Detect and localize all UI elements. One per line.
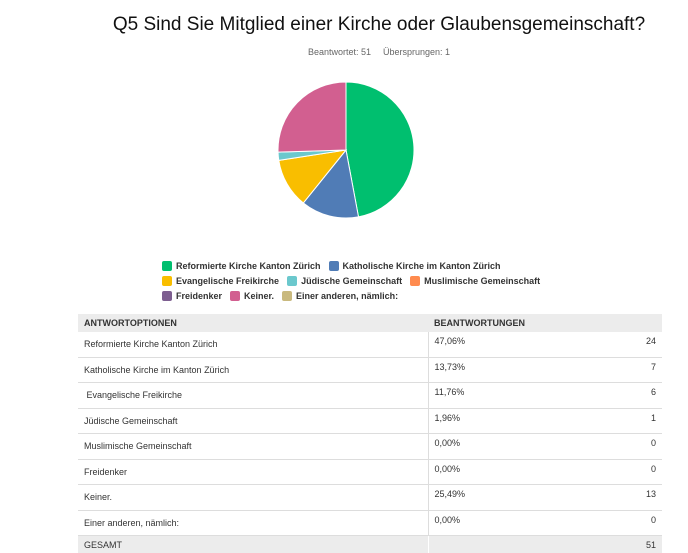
legend: Reformierte Kirche Kanton Zürich Katholis… — [162, 258, 582, 303]
legend-label: Reformierte Kirche Kanton Zürich — [176, 261, 321, 271]
count-value: 0 — [583, 510, 662, 536]
percent-value: 0,00% — [428, 510, 583, 536]
legend-swatch — [162, 291, 172, 301]
col-header-options: ANTWORTOPTIONEN — [78, 314, 428, 332]
legend-item: Jüdische Gemeinschaft — [287, 276, 402, 286]
legend-item: Einer anderen, nämlich: — [282, 291, 398, 301]
option-label: Freidenker — [78, 459, 428, 485]
legend-swatch — [287, 276, 297, 286]
percent-value: 1,96% — [428, 408, 583, 434]
chart-title: Q5 Sind Sie Mitglied einer Kirche oder G… — [0, 14, 688, 36]
pie-slice — [278, 82, 346, 152]
count-value: 0 — [583, 459, 662, 485]
count-value: 6 — [583, 383, 662, 409]
legend-swatch — [410, 276, 420, 286]
percent-value: 0,00% — [428, 459, 583, 485]
percent-value: 13,73% — [428, 357, 583, 383]
legend-label: Freidenker — [176, 291, 222, 301]
option-label: Jüdische Gemeinschaft — [78, 408, 428, 434]
col-header-responses: BEANTWORTUNGEN — [428, 314, 662, 332]
legend-item: Freidenker — [162, 291, 222, 301]
legend-item: Muslimische Gemeinschaft — [410, 276, 540, 286]
count-value: 7 — [583, 357, 662, 383]
option-label: Muslimische Gemeinschaft — [78, 434, 428, 460]
legend-label: Katholische Kirche im Kanton Zürich — [343, 261, 501, 271]
legend-item: Reformierte Kirche Kanton Zürich — [162, 261, 321, 271]
count-value: 24 — [583, 332, 662, 357]
legend-item: Evangelische Freikirche — [162, 276, 279, 286]
count-value: 1 — [583, 408, 662, 434]
percent-value: 0,00% — [428, 434, 583, 460]
option-label: Evangelische Freikirche — [78, 383, 428, 409]
total-count: 51 — [583, 536, 662, 553]
table-row: Einer anderen, nämlich:0,00%0 — [78, 510, 662, 536]
table-row: Keiner.25,49%13 — [78, 485, 662, 511]
percent-value: 47,06% — [428, 332, 583, 357]
count-value: 13 — [583, 485, 662, 511]
legend-swatch — [162, 276, 172, 286]
legend-swatch — [282, 291, 292, 301]
option-label: Keiner. — [78, 485, 428, 511]
response-summary: Beantwortet: 51 Übersprungen: 1 — [0, 47, 688, 57]
legend-label: Jüdische Gemeinschaft — [301, 276, 402, 286]
total-spacer — [428, 536, 583, 553]
percent-value: 25,49% — [428, 485, 583, 511]
skipped-count: Übersprungen: 1 — [383, 47, 450, 57]
option-label: Einer anderen, nämlich: — [78, 510, 428, 536]
option-label: Reformierte Kirche Kanton Zürich — [78, 332, 428, 357]
option-label: Katholische Kirche im Kanton Zürich — [78, 357, 428, 383]
legend-label: Einer anderen, nämlich: — [296, 291, 398, 301]
total-label: GESAMT — [78, 536, 428, 553]
legend-item: Katholische Kirche im Kanton Zürich — [329, 261, 501, 271]
count-value: 0 — [583, 434, 662, 460]
pie-chart — [270, 74, 422, 226]
legend-label: Evangelische Freikirche — [176, 276, 279, 286]
pie-slice — [346, 82, 414, 217]
legend-swatch — [329, 261, 339, 271]
legend-item: Keiner. — [230, 291, 274, 301]
legend-label: Keiner. — [244, 291, 274, 301]
legend-swatch — [162, 261, 172, 271]
total-row: GESAMT 51 — [78, 536, 662, 553]
answered-count: Beantwortet: 51 — [308, 47, 371, 57]
legend-label: Muslimische Gemeinschaft — [424, 276, 540, 286]
legend-swatch — [230, 291, 240, 301]
percent-value: 11,76% — [428, 383, 583, 409]
